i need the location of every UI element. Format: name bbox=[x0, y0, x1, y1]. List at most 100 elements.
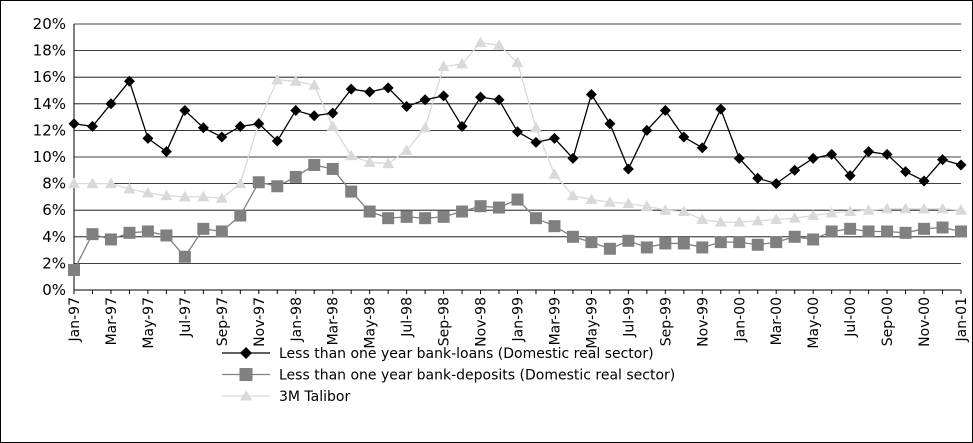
data-point bbox=[271, 73, 284, 85]
y-tick-label: 12% bbox=[33, 121, 66, 139]
data-point bbox=[141, 186, 154, 198]
data-point bbox=[382, 212, 395, 225]
series-layer bbox=[68, 36, 967, 277]
data-point bbox=[844, 205, 857, 217]
x-tick-label: Nov-97 bbox=[252, 297, 268, 347]
data-point bbox=[585, 236, 598, 249]
data-point bbox=[419, 212, 432, 225]
data-point bbox=[308, 110, 320, 122]
data-point bbox=[844, 222, 857, 235]
data-point bbox=[862, 204, 875, 215]
data-point bbox=[881, 148, 893, 160]
x-tick-label: Nov-00 bbox=[917, 297, 933, 347]
data-point bbox=[326, 120, 339, 131]
data-point bbox=[825, 206, 838, 218]
data-point bbox=[474, 36, 487, 48]
data-point bbox=[751, 214, 764, 226]
legend-item: Less than one year bank-loans (Domestic … bbox=[222, 346, 654, 362]
data-point bbox=[603, 196, 616, 207]
x-tick-label: Sep-98 bbox=[437, 297, 453, 346]
data-point bbox=[160, 189, 173, 201]
data-point bbox=[899, 202, 912, 214]
y-tick-label: 8% bbox=[42, 175, 66, 193]
data-point bbox=[529, 121, 542, 133]
x-tick-label: May-00 bbox=[806, 297, 822, 349]
y-tick-label: 20% bbox=[33, 15, 66, 33]
x-tick-label: Jul-99 bbox=[621, 297, 637, 338]
data-point bbox=[240, 347, 252, 359]
data-point bbox=[566, 230, 579, 243]
data-point bbox=[659, 237, 672, 250]
data-point bbox=[844, 170, 856, 182]
data-point bbox=[437, 60, 450, 72]
data-point bbox=[641, 124, 653, 136]
data-point bbox=[622, 197, 635, 209]
data-point bbox=[271, 135, 283, 147]
data-point bbox=[511, 56, 524, 68]
data-point bbox=[751, 238, 764, 251]
series-line bbox=[73, 164, 962, 271]
data-point bbox=[289, 170, 302, 183]
data-point bbox=[419, 121, 432, 133]
y-tick-label: 14% bbox=[33, 95, 66, 113]
data-point bbox=[955, 159, 967, 171]
data-point bbox=[585, 193, 598, 205]
data-point bbox=[475, 91, 487, 103]
data-point bbox=[142, 132, 154, 144]
x-tick-label: May-99 bbox=[584, 297, 600, 349]
x-tick-label: Jan-99 bbox=[511, 297, 527, 342]
data-point bbox=[678, 131, 690, 143]
data-point bbox=[197, 222, 210, 235]
data-point bbox=[752, 172, 764, 184]
x-tick-label: Jan-01 bbox=[954, 297, 970, 342]
series-0 bbox=[68, 75, 967, 190]
x-tick-label: Jan-97 bbox=[67, 297, 83, 342]
x-tick-label: Jan-00 bbox=[732, 297, 748, 342]
data-point bbox=[197, 190, 210, 202]
legend-label: Less than one year bank-deposits (Domest… bbox=[279, 368, 675, 384]
data-point bbox=[456, 120, 468, 132]
data-point bbox=[160, 146, 172, 158]
y-tick-label: 2% bbox=[42, 254, 66, 272]
data-point bbox=[881, 202, 894, 214]
x-tick-label: Mar-99 bbox=[547, 297, 563, 345]
data-point bbox=[714, 216, 727, 227]
data-point bbox=[493, 94, 505, 106]
data-point bbox=[493, 39, 506, 50]
data-point bbox=[234, 209, 247, 222]
x-tick-label: Jul-98 bbox=[400, 297, 416, 338]
y-tick-label: 4% bbox=[42, 228, 66, 246]
data-point bbox=[123, 182, 136, 194]
data-point bbox=[807, 233, 820, 246]
x-tick-label: Sep-97 bbox=[215, 297, 231, 346]
data-point bbox=[123, 226, 136, 239]
data-point bbox=[529, 212, 542, 225]
data-point bbox=[400, 210, 413, 223]
data-point bbox=[548, 132, 560, 144]
legend-label: Less than one year bank-loans (Domestic … bbox=[279, 346, 654, 362]
data-point bbox=[733, 216, 746, 227]
data-point bbox=[936, 202, 949, 214]
data-point bbox=[789, 164, 801, 176]
y-tick-label: 6% bbox=[42, 201, 66, 219]
data-point bbox=[770, 178, 782, 190]
data-point bbox=[659, 204, 672, 215]
y-tick-label: 10% bbox=[33, 148, 66, 166]
data-point bbox=[141, 225, 154, 238]
y-tick-label: 0% bbox=[42, 281, 66, 299]
data-point bbox=[179, 104, 191, 116]
data-point bbox=[327, 107, 339, 119]
data-point bbox=[548, 168, 561, 179]
data-point bbox=[955, 204, 967, 215]
data-point bbox=[918, 175, 930, 187]
data-point bbox=[715, 103, 727, 115]
data-point bbox=[419, 94, 431, 106]
data-point bbox=[289, 75, 302, 86]
x-tick-label: May-98 bbox=[363, 297, 379, 349]
data-point bbox=[239, 368, 253, 381]
data-point bbox=[252, 176, 265, 189]
series-1 bbox=[68, 158, 967, 277]
data-point bbox=[345, 149, 358, 161]
data-point bbox=[104, 177, 117, 189]
